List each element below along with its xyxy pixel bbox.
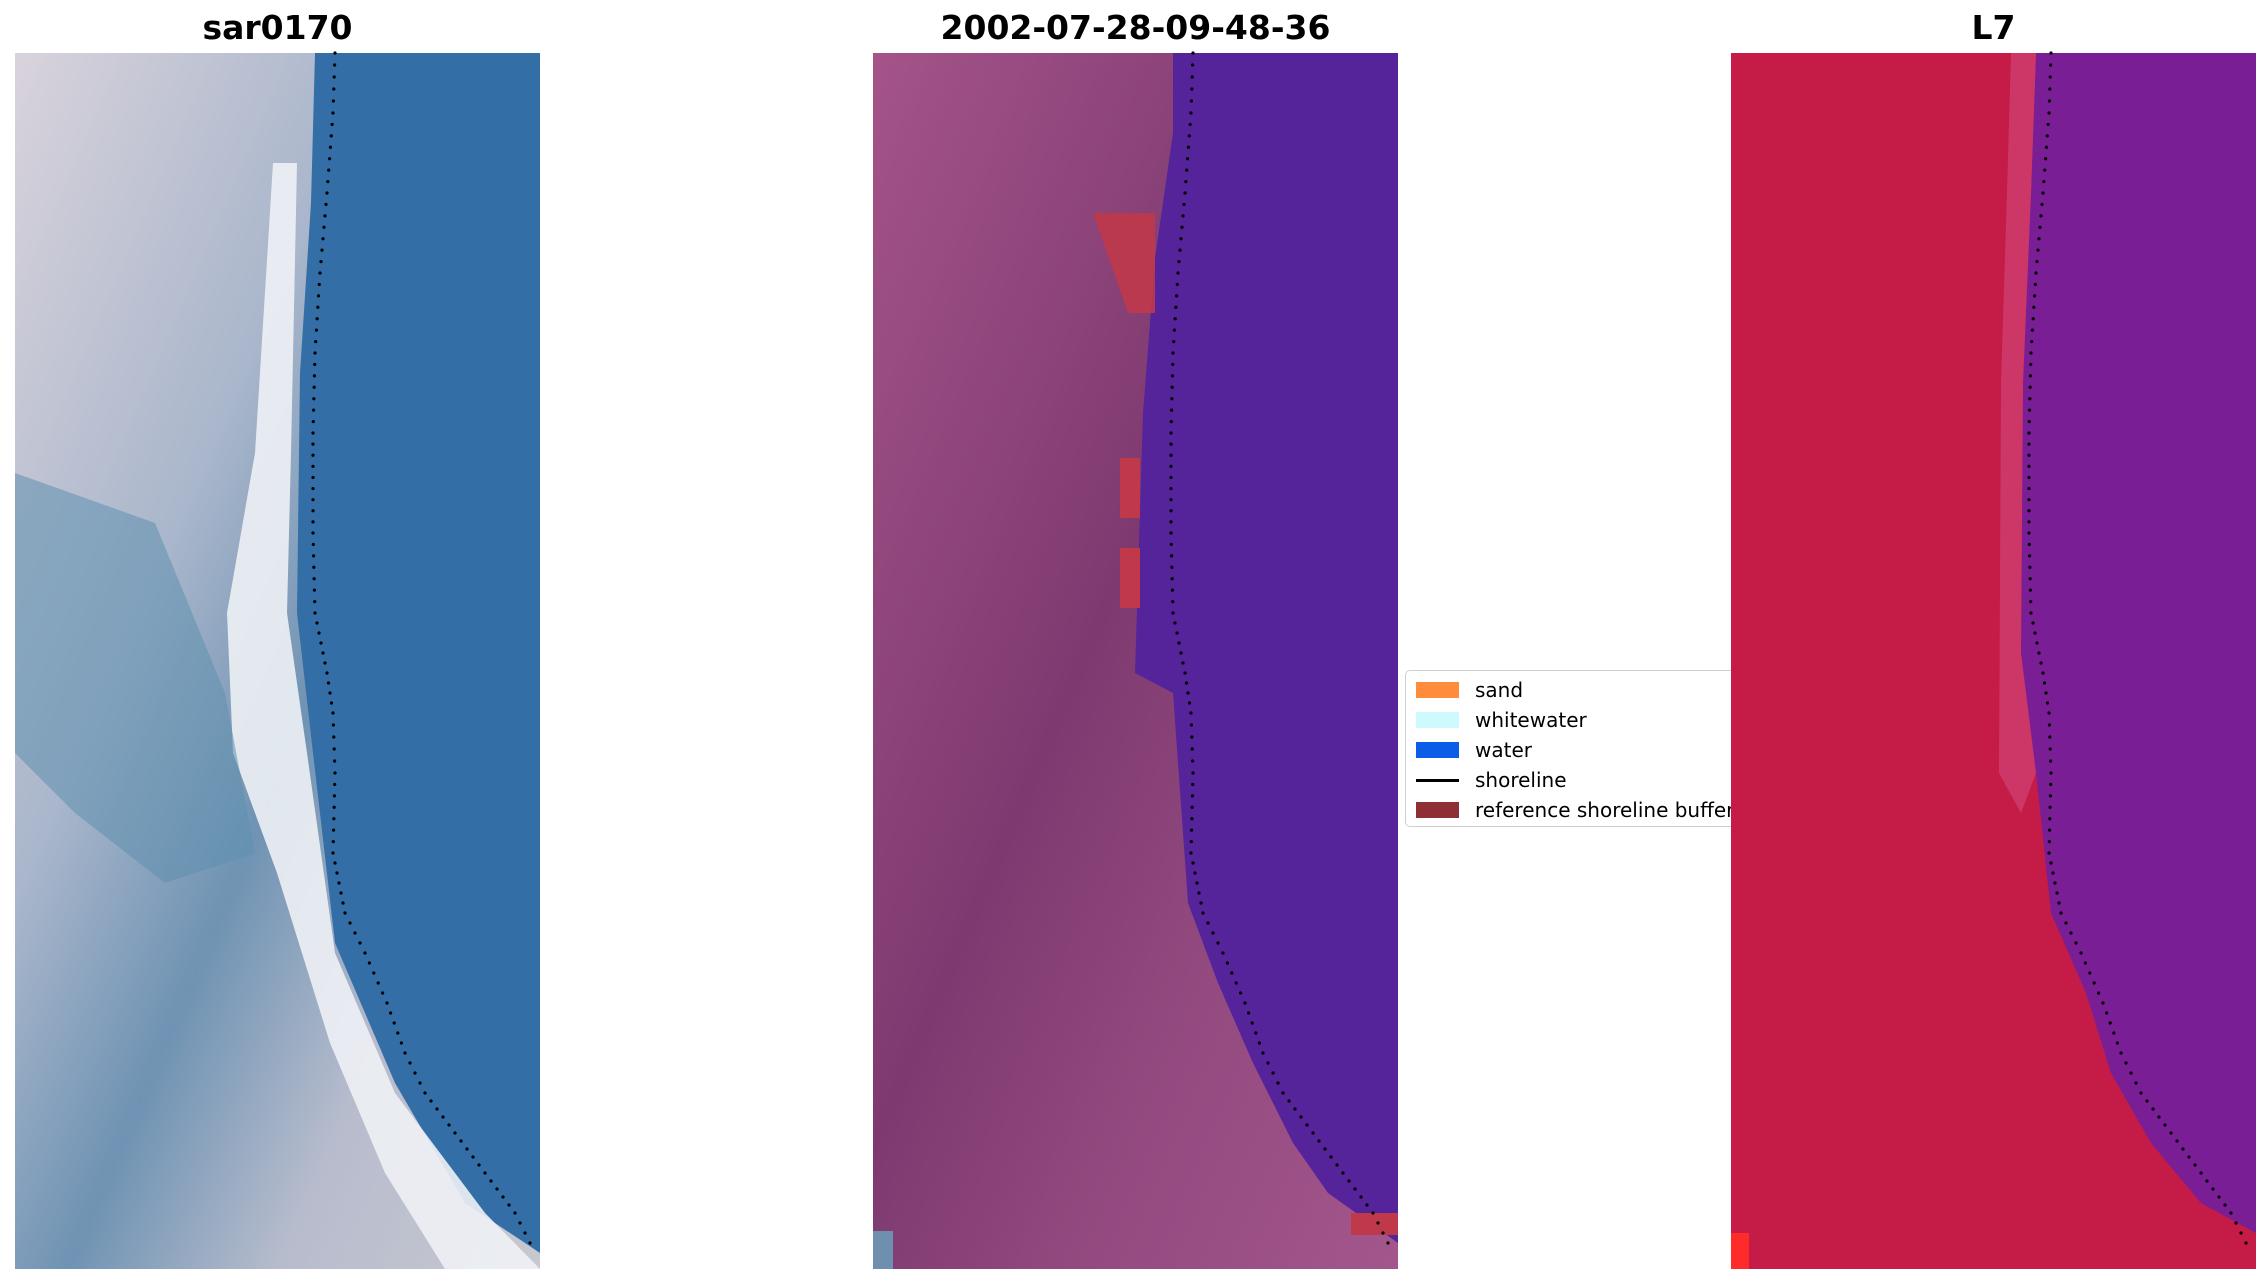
legend-item-sand: sand — [1416, 676, 1523, 704]
panel-title-index: L7 — [1971, 8, 2016, 47]
legend-item-whitewater: whitewater — [1416, 706, 1587, 734]
legend-label-sand: sand — [1475, 678, 1524, 702]
legend-label-reference-buffer: reference shoreline buffer — [1475, 798, 1731, 822]
legend-label-shoreline: shoreline — [1475, 768, 1567, 792]
rgb-image-panel — [15, 53, 540, 1269]
legend-label-whitewater: whitewater — [1475, 708, 1587, 732]
legend-swatch-reference-buffer — [1416, 802, 1459, 818]
classified-image-panel — [873, 53, 1398, 1269]
legend-item-reference-buffer: reference shoreline buffer — [1416, 796, 1731, 824]
legend-swatch-sand — [1416, 682, 1459, 698]
index-image-panel — [1731, 53, 2256, 1269]
panel-title-rgb: sar0170 — [202, 8, 353, 47]
legend-line-shoreline — [1416, 778, 1459, 782]
index-image — [1731, 53, 2256, 1269]
legend-swatch-water — [1416, 742, 1459, 758]
legend-label-water: water — [1475, 738, 1532, 762]
legend-item-shoreline: shoreline — [1416, 766, 1567, 794]
legend: sand whitewater water shoreline referenc… — [1405, 670, 1731, 827]
legend-swatch-whitewater — [1416, 712, 1459, 728]
classified-image — [873, 53, 1398, 1269]
legend-item-water: water — [1416, 736, 1532, 764]
panel-title-classified: 2002-07-28-09-48-36 — [940, 8, 1331, 47]
rgb-image — [15, 53, 540, 1269]
